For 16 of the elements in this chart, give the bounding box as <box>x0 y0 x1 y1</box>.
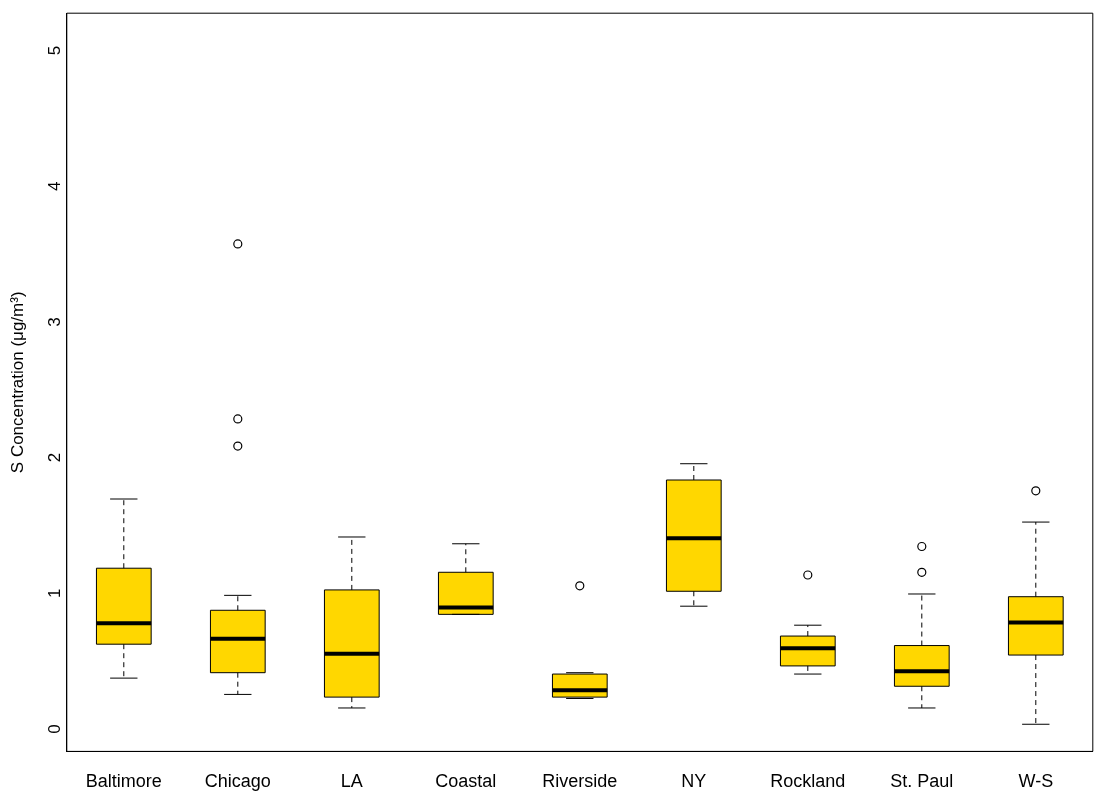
y-tick-label: 5 <box>45 45 65 56</box>
y-tick-label: 0 <box>45 724 65 734</box>
x-tick-label: St. Paul <box>890 771 954 792</box>
x-tick-label: W-S <box>1018 771 1054 792</box>
x-tick-label: Chicago <box>204 771 271 792</box>
y-tick-label: 4 <box>45 181 65 191</box>
x-tick-label: Baltimore <box>85 771 162 792</box>
x-tick-label: Riverside <box>542 771 618 792</box>
y-tick-label: 3 <box>45 317 65 327</box>
x-tick-label: NY <box>681 771 707 792</box>
x-tick-label: Rockland <box>770 771 846 792</box>
y-tick-label: 2 <box>45 452 65 463</box>
y-tick-label: 1 <box>45 588 65 599</box>
y-axis-title: S Concentration (μg/m³) <box>7 291 27 474</box>
x-tick-label: Coastal <box>435 771 497 792</box>
x-tick-label: LA <box>340 771 363 792</box>
